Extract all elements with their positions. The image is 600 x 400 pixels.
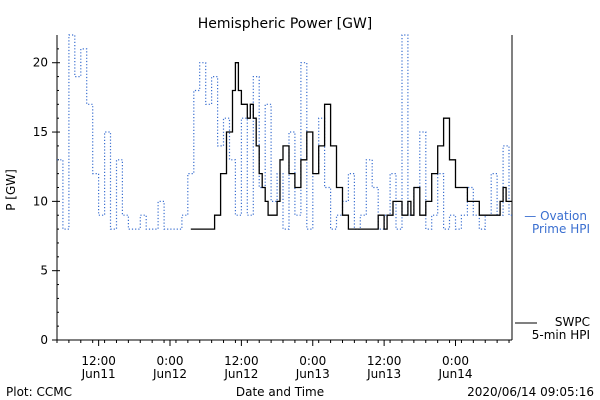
x-tick-time-label: 12:00 bbox=[367, 354, 402, 368]
x-tick-time-label: 12:00 bbox=[224, 354, 259, 368]
y-axis-label: P [GW] bbox=[4, 169, 18, 211]
x-tick-date-label: Jun12 bbox=[152, 367, 187, 381]
y-tick-label: 5 bbox=[40, 264, 48, 278]
x-tick-time-label: 0:00 bbox=[299, 354, 326, 368]
x-tick-date-label: Jun14 bbox=[437, 367, 472, 381]
footer-timestamp: 2020/06/14 09:05:16 bbox=[467, 385, 594, 399]
x-tick-date-label: Jun11 bbox=[81, 367, 116, 381]
y-tick-label: 10 bbox=[33, 194, 48, 208]
x-tick-date-label: Jun13 bbox=[295, 367, 330, 381]
y-tick-label: 20 bbox=[33, 56, 48, 70]
series-layer bbox=[57, 34, 512, 230]
x-tick-time-label: 12:00 bbox=[81, 354, 116, 368]
y-tick-label: 15 bbox=[33, 125, 48, 139]
legend-swpc-line2: 5-min HPI bbox=[532, 328, 590, 342]
chart-title: Hemispheric Power [GW] bbox=[198, 16, 373, 32]
y-ticks: 0 5 10 15 20 bbox=[33, 48, 60, 347]
x-tick-date-label: Jun13 bbox=[366, 367, 401, 381]
axes-group bbox=[56, 35, 513, 341]
x-tick-time-label: 0:00 bbox=[157, 354, 184, 368]
legend-ovation-line1: — Ovation bbox=[524, 209, 587, 223]
y-tick-label: 0 bbox=[40, 333, 48, 347]
x-axis-label: Date and Time bbox=[236, 385, 324, 399]
x-tick-time-label: 0:00 bbox=[442, 354, 469, 368]
series-swpc-line bbox=[190, 62, 512, 230]
legend-ovation-line2: Prime HPI bbox=[532, 222, 590, 236]
footer-plot-credit: Plot: CCMC bbox=[6, 385, 72, 399]
legend-swpc-line1: SWPC bbox=[555, 315, 590, 329]
x-ticks: 12:00Jun110:00Jun1212:00Jun120:00Jun1312… bbox=[56, 340, 510, 381]
x-tick-date-label: Jun12 bbox=[223, 367, 258, 381]
